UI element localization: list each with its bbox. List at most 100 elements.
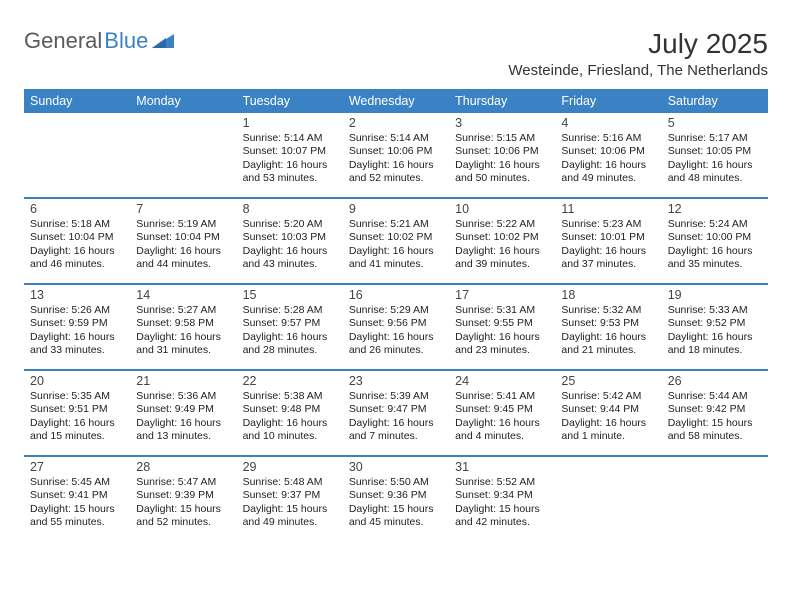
calendar-cell: 3 Sunrise: 5:15 AMSunset: 10:06 PMDayligh… [449,113,555,197]
day-header-thursday: Thursday [449,89,555,113]
day-number: 21 [136,374,230,388]
day-number: 6 [30,202,124,216]
calendar-cell: 8 Sunrise: 5:20 AMSunset: 10:03 PMDayligh… [237,199,343,283]
calendar-cell: 13 Sunrise: 5:26 AMSunset: 9:59 PMDayligh… [24,285,130,369]
logo: GeneralBlue [24,28,174,54]
day-header-monday: Monday [130,89,236,113]
day-info: Sunrise: 5:35 AMSunset: 9:51 PMDaylight:… [30,390,124,444]
day-number: 1 [243,116,337,130]
day-header-sunday: Sunday [24,89,130,113]
calendar-week: 6 Sunrise: 5:18 AMSunset: 10:04 PMDayligh… [24,199,768,285]
day-number: 16 [349,288,443,302]
calendar-cell: 6 Sunrise: 5:18 AMSunset: 10:04 PMDayligh… [24,199,130,283]
calendar-cell: 15 Sunrise: 5:28 AMSunset: 9:57 PMDayligh… [237,285,343,369]
calendar-cell: 24Sunrise: 5:41 AMSunset: 9:45 PMDayligh… [449,371,555,455]
calendar-cell [130,113,236,197]
header: GeneralBlue July 2025 Westeinde, Friesla… [24,28,768,79]
calendar-cell: 29 Sunrise: 5:48 AMSunset: 9:37 PMDayligh… [237,457,343,541]
day-info: Sunrise: 5:29 AMSunset: 9:56 PMDaylight:… [349,304,443,358]
day-number: 30 [349,460,443,474]
day-number: 10 [455,202,549,216]
calendar-cell: 7Sunrise: 5:19 AMSunset: 10:04 PMDayligh… [130,199,236,283]
day-info: Sunrise: 5:31 AMSunset: 9:55 PMDaylight:… [455,304,549,358]
calendar-cell: 26 Sunrise: 5:44 AMSunset: 9:42 PMDayligh… [662,371,768,455]
day-info: Sunrise: 5:17 AMSunset: 10:05 PMDaylight… [668,132,762,186]
day-info: Sunrise: 5:21 AMSunset: 10:02 PMDaylight… [349,218,443,272]
day-number: 11 [561,202,655,216]
page-subtitle: Westeinde, Friesland, The Netherlands [508,62,768,79]
calendar-cell: 5 Sunrise: 5:17 AMSunset: 10:05 PMDayligh… [662,113,768,197]
day-header-wednesday: Wednesday [343,89,449,113]
day-info: Sunrise: 5:27 AMSunset: 9:58 PMDaylight:… [136,304,230,358]
day-info: Sunrise: 5:20 AMSunset: 10:03 PMDaylight… [243,218,337,272]
calendar-cell [24,113,130,197]
day-number: 12 [668,202,762,216]
day-number: 13 [30,288,124,302]
day-info: Sunrise: 5:33 AMSunset: 9:52 PMDaylight:… [668,304,762,358]
calendar-cell: 20 Sunrise: 5:35 AMSunset: 9:51 PMDayligh… [24,371,130,455]
day-info: Sunrise: 5:32 AMSunset: 9:53 PMDaylight:… [561,304,655,358]
calendar-week: 20 Sunrise: 5:35 AMSunset: 9:51 PMDayligh… [24,371,768,457]
day-number: 8 [243,202,337,216]
day-number: 3 [455,116,549,130]
day-number: 14 [136,288,230,302]
calendar-cell: 10 Sunrise: 5:22 AMSunset: 10:02 PMDaylig… [449,199,555,283]
calendar-cell: 1Sunrise: 5:14 AMSunset: 10:07 PMDayligh… [237,113,343,197]
day-number: 26 [668,374,762,388]
day-header-tuesday: Tuesday [237,89,343,113]
calendar-cell: 23Sunrise: 5:39 AMSunset: 9:47 PMDayligh… [343,371,449,455]
day-info: Sunrise: 5:22 AMSunset: 10:02 PMDaylight… [455,218,549,272]
day-info: Sunrise: 5:14 AMSunset: 10:06 PMDaylight… [349,132,443,186]
day-info: Sunrise: 5:15 AMSunset: 10:06 PMDaylight… [455,132,549,186]
day-number: 28 [136,460,230,474]
day-info: Sunrise: 5:52 AMSunset: 9:34 PMDaylight:… [455,476,549,530]
day-number: 19 [668,288,762,302]
day-info: Sunrise: 5:24 AMSunset: 10:00 PMDaylight… [668,218,762,272]
day-number: 20 [30,374,124,388]
day-info: Sunrise: 5:47 AMSunset: 9:39 PMDaylight:… [136,476,230,530]
day-number: 18 [561,288,655,302]
day-number: 4 [561,116,655,130]
calendar-week: 13 Sunrise: 5:26 AMSunset: 9:59 PMDayligh… [24,285,768,371]
calendar-day-header: SundayMondayTuesdayWednesdayThursdayFrid… [24,89,768,113]
calendar-cell: 25Sunrise: 5:42 AMSunset: 9:44 PMDayligh… [555,371,661,455]
day-number: 29 [243,460,337,474]
calendar-cell: 22Sunrise: 5:38 AMSunset: 9:48 PMDayligh… [237,371,343,455]
day-number: 24 [455,374,549,388]
day-info: Sunrise: 5:16 AMSunset: 10:06 PMDaylight… [561,132,655,186]
day-header-friday: Friday [555,89,661,113]
day-number: 15 [243,288,337,302]
calendar-cell: 2Sunrise: 5:14 AMSunset: 10:06 PMDayligh… [343,113,449,197]
calendar-body: 1Sunrise: 5:14 AMSunset: 10:07 PMDayligh… [24,113,768,541]
day-number: 9 [349,202,443,216]
day-info: Sunrise: 5:48 AMSunset: 9:37 PMDaylight:… [243,476,337,530]
calendar-cell: 12 Sunrise: 5:24 AMSunset: 10:00 PMDaylig… [662,199,768,283]
calendar-cell: 30 Sunrise: 5:50 AMSunset: 9:36 PMDayligh… [343,457,449,541]
day-info: Sunrise: 5:39 AMSunset: 9:47 PMDaylight:… [349,390,443,444]
day-info: Sunrise: 5:38 AMSunset: 9:48 PMDaylight:… [243,390,337,444]
calendar-cell: 28 Sunrise: 5:47 AMSunset: 9:39 PMDayligh… [130,457,236,541]
day-info: Sunrise: 5:26 AMSunset: 9:59 PMDaylight:… [30,304,124,358]
page-title: July 2025 [508,28,768,60]
calendar-cell: 18 Sunrise: 5:32 AMSunset: 9:53 PMDayligh… [555,285,661,369]
day-info: Sunrise: 5:18 AMSunset: 10:04 PMDaylight… [30,218,124,272]
day-info: Sunrise: 5:50 AMSunset: 9:36 PMDaylight:… [349,476,443,530]
calendar: SundayMondayTuesdayWednesdayThursdayFrid… [24,89,768,541]
calendar-cell: 31 Sunrise: 5:52 AMSunset: 9:34 PMDayligh… [449,457,555,541]
day-info: Sunrise: 5:36 AMSunset: 9:49 PMDaylight:… [136,390,230,444]
day-info: Sunrise: 5:19 AMSunset: 10:04 PMDaylight… [136,218,230,272]
day-number: 17 [455,288,549,302]
day-info: Sunrise: 5:44 AMSunset: 9:42 PMDaylight:… [668,390,762,444]
day-number: 31 [455,460,549,474]
calendar-cell: 21 Sunrise: 5:36 AMSunset: 9:49 PMDayligh… [130,371,236,455]
calendar-cell [555,457,661,541]
logo-text-general: General [24,28,102,54]
day-number: 5 [668,116,762,130]
calendar-cell: 27Sunrise: 5:45 AMSunset: 9:41 PMDayligh… [24,457,130,541]
day-info: Sunrise: 5:28 AMSunset: 9:57 PMDaylight:… [243,304,337,358]
calendar-cell: 14 Sunrise: 5:27 AMSunset: 9:58 PMDayligh… [130,285,236,369]
day-info: Sunrise: 5:45 AMSunset: 9:41 PMDaylight:… [30,476,124,530]
calendar-cell [662,457,768,541]
calendar-cell: 11Sunrise: 5:23 AMSunset: 10:01 PMDaylig… [555,199,661,283]
calendar-cell: 9 Sunrise: 5:21 AMSunset: 10:02 PMDayligh… [343,199,449,283]
